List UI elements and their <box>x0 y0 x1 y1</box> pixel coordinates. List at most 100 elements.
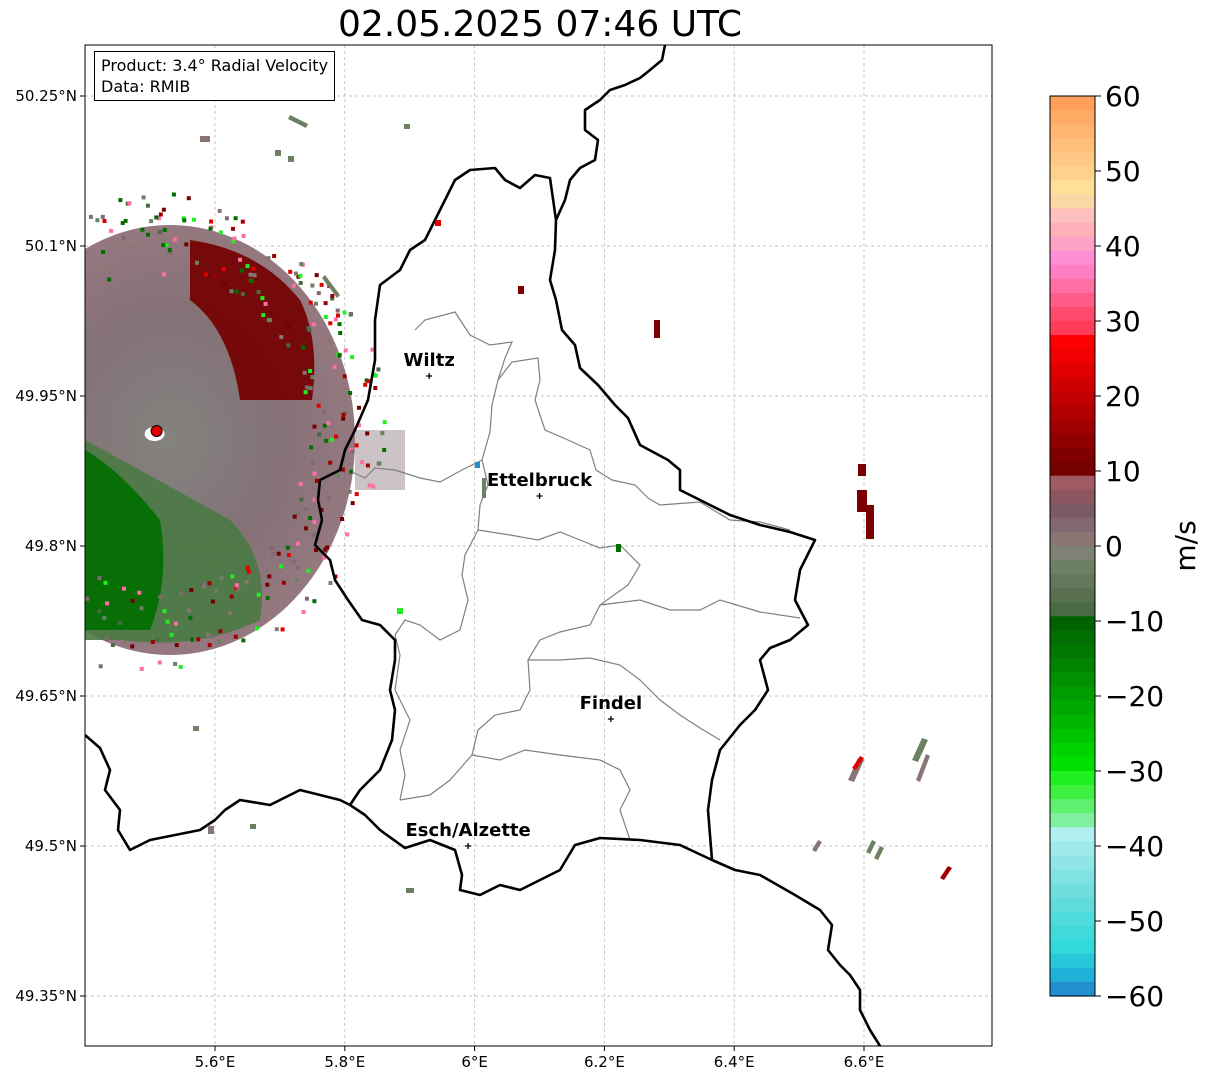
echo-speckle <box>354 492 359 497</box>
echo-blob <box>812 840 822 852</box>
colorbar-tick-label: 50 <box>1105 155 1141 188</box>
echo-speckle <box>251 266 256 271</box>
echo-speckle <box>337 322 342 327</box>
colorbar-swatch <box>1050 433 1095 449</box>
echo-speckle <box>333 574 338 579</box>
echo-blob <box>654 320 660 338</box>
colorbar-swatch <box>1050 686 1095 702</box>
national-borders <box>85 45 882 1046</box>
echo-speckle <box>367 483 372 488</box>
echo-speckle <box>299 262 304 266</box>
echo-speckle <box>299 497 304 502</box>
echo-speckle <box>117 620 122 625</box>
colorbar-swatch <box>1050 335 1095 350</box>
echo-speckle <box>145 203 150 208</box>
x-tick-label: 6°E <box>461 1053 488 1071</box>
echo-speckle <box>338 331 343 335</box>
echo-speckle <box>301 609 306 614</box>
colorbar-tick-label: 20 <box>1105 380 1141 413</box>
echo-speckle <box>321 409 326 414</box>
echo-inbound-area <box>190 240 315 400</box>
echo-speckle <box>311 322 316 327</box>
echo-speckle <box>146 232 151 237</box>
y-tick-label: 50.1°N <box>25 237 77 255</box>
echo-blob <box>250 824 256 829</box>
colorbar-tick-label: −20 <box>1105 680 1164 713</box>
echo-speckle <box>217 208 222 213</box>
echo-speckle <box>328 321 333 326</box>
echo-speckle <box>103 580 108 585</box>
echo-speckle <box>219 575 224 580</box>
city-layer: Wiltz Ettelbruck Findel Esch/Alzette <box>404 350 642 849</box>
echo-speckle <box>150 640 155 644</box>
colorbar-swatch <box>1050 813 1095 828</box>
echo-speckle <box>222 282 227 287</box>
echo-speckle <box>139 666 144 671</box>
y-tick-label: 49.35°N <box>15 987 77 1005</box>
echo-speckle <box>291 559 296 564</box>
colorbar-swatch <box>1050 714 1095 730</box>
district-boundary-north <box>351 311 513 483</box>
echo-speckle <box>139 606 144 611</box>
echo-blob <box>435 220 441 226</box>
colorbar-swatch <box>1050 841 1095 856</box>
colorbar-tick-label: −10 <box>1105 605 1164 638</box>
echo-speckle <box>211 634 216 639</box>
x-tick-label: 5.8°E <box>324 1053 365 1071</box>
city-label: Esch/Alzette <box>405 820 530 841</box>
echo-speckle <box>382 420 387 425</box>
echo-speckle <box>317 432 322 437</box>
echo-speckle <box>343 410 348 415</box>
echo-speckle <box>233 634 238 639</box>
echo-speckle <box>245 264 250 269</box>
echo-speckle <box>332 364 337 369</box>
colorbar-swatch <box>1050 278 1095 294</box>
colorbar-swatch <box>1050 883 1095 899</box>
echo-speckle <box>360 460 365 465</box>
echo-speckle <box>88 214 93 219</box>
border-belgium-france <box>85 734 351 852</box>
district-boundary-west <box>394 459 489 801</box>
echo-speckle <box>350 449 355 454</box>
echo-speckle <box>303 390 308 395</box>
colorbar-swatch <box>1050 939 1095 955</box>
echo-speckle <box>190 637 195 642</box>
echo-speckle <box>234 586 239 591</box>
echo-speckle <box>298 281 303 285</box>
echo-speckle <box>231 239 236 244</box>
colorbar-label: m/s <box>1169 520 1202 571</box>
colorbar-swatch <box>1050 799 1095 814</box>
district-boundary-south-east <box>528 657 721 741</box>
border-belgium-luxembourg-north <box>438 166 558 221</box>
echo-speckle <box>100 214 105 219</box>
echo-speckle <box>328 460 333 465</box>
echo-speckle <box>233 216 238 221</box>
colorbar-swatch <box>1050 616 1095 631</box>
echo-speckle <box>196 637 201 642</box>
echo-speckle <box>295 511 300 516</box>
echo-speckle <box>306 568 311 573</box>
echo-speckle <box>343 348 348 353</box>
echo-speckle <box>188 615 193 620</box>
echo-speckle <box>326 339 331 344</box>
echo-speckle <box>333 317 338 322</box>
echo-speckle <box>189 588 194 593</box>
echo-speckle <box>365 463 370 468</box>
colorbar-swatch <box>1050 236 1095 252</box>
echo-speckle <box>169 632 174 637</box>
y-tick-label: 49.8°N <box>25 537 77 555</box>
colorbar-swatch <box>1050 503 1095 519</box>
echo-speckle <box>221 267 226 271</box>
colorbar-swatch <box>1050 967 1095 983</box>
echo-speckle <box>322 382 327 387</box>
echo-blob <box>482 478 486 498</box>
echo-speckle <box>202 581 207 586</box>
echo-blob <box>404 124 410 129</box>
echo-speckle <box>240 219 245 224</box>
echo-speckle <box>236 587 241 592</box>
colorbar-tick-label: −60 <box>1105 980 1164 1013</box>
echo-speckle <box>195 260 199 265</box>
echo-speckle <box>105 601 110 606</box>
echo-speckle <box>127 201 132 206</box>
echo-speckle <box>345 532 350 537</box>
